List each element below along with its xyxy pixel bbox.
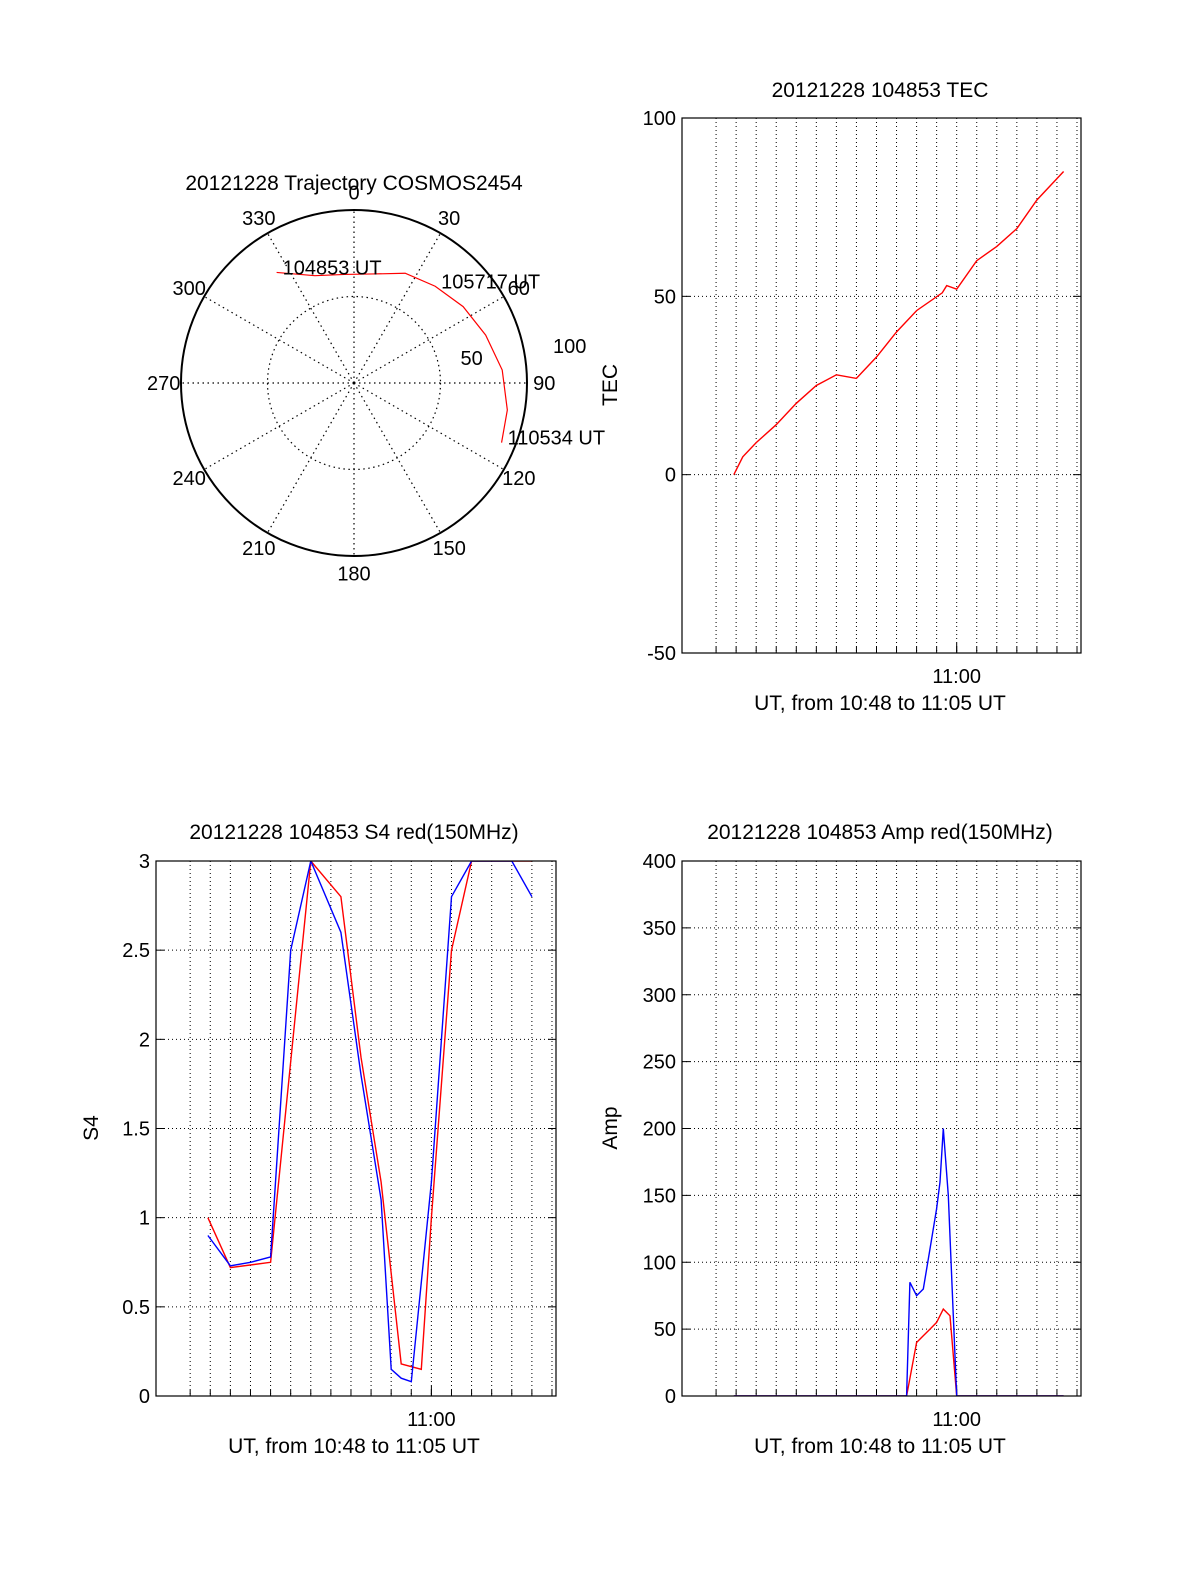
amp-series-line (733, 1128, 1064, 1396)
polar-angle-label: 240 (173, 468, 206, 490)
polar-spoke (353, 382, 505, 471)
polar-outer-ring (180, 209, 528, 557)
s4-y-tick-label: 0 (139, 1386, 150, 1408)
tec-series-line (733, 171, 1065, 476)
s4-title: 20121228 104853 S4 red(150MHz) (189, 821, 518, 844)
amp-y-tick-label: 0 (665, 1386, 676, 1408)
polar-spoke (353, 232, 442, 384)
amp-y-tick-label: 100 (643, 1252, 676, 1274)
tec-y-tick-label: 50 (654, 286, 676, 308)
tec-title: 20121228 104853 TEC (772, 79, 989, 102)
polar-spoke (266, 232, 355, 384)
polar-angle-label: 180 (337, 563, 370, 585)
s4-chart: 20121228 104853 S4 red(150MHz) UT, from … (80, 821, 557, 1458)
polar-title: 20121228 Trajectory COSMOS2454 (185, 172, 523, 195)
amp-y-label: Amp (599, 1106, 622, 1149)
s4-series-line (207, 861, 533, 1383)
polar-radius-label: 100 (553, 336, 586, 358)
s4-y-tick-label: 1 (139, 1208, 150, 1230)
polar-angle-label: 0 (348, 183, 359, 205)
amp-y-tick-label: 150 (643, 1185, 676, 1207)
polar-angle-label: 30 (438, 208, 460, 230)
s4-x-label: UT, from 10:48 to 11:05 UT (228, 1435, 480, 1458)
s4-y-label: S4 (80, 1115, 103, 1141)
amp-y-tick-label: 350 (643, 918, 676, 940)
tec-y-tick-label: -50 (647, 643, 676, 665)
amp-x-tick-label: 11:00 (932, 1409, 981, 1431)
s4-x-tick-label: 11:00 (407, 1409, 456, 1431)
polar-angle-label: 330 (242, 208, 275, 230)
polar-spoke (203, 295, 355, 384)
amp-series-line (733, 1307, 1064, 1396)
polar-time-annotation: 104853 UT (283, 257, 382, 279)
polar-spoke (203, 382, 355, 471)
polar-angle-label: 150 (432, 538, 465, 560)
amp-y-tick-label: 250 (643, 1052, 676, 1074)
s4-series-line (207, 861, 532, 1371)
polar-angle-label: 90 (533, 373, 555, 395)
amp-y-tick-label: 300 (643, 985, 676, 1007)
tec-chart: 20121228 104853 TEC UT, from 10:48 to 11… (599, 79, 1082, 715)
s4-y-tick-label: 3 (139, 851, 150, 873)
polar-trajectory-line (276, 271, 508, 443)
polar-time-annotation: 110534 UT (508, 428, 605, 450)
polar-angle-label: 210 (242, 538, 275, 560)
tec-y-tick-label: 100 (643, 108, 676, 130)
polar-radius-label: 50 (461, 348, 483, 370)
tec-x-tick-label: 11:00 (932, 666, 981, 688)
amp-x-label: UT, from 10:48 to 11:05 UT (754, 1435, 1006, 1458)
tec-y-tick-label: 0 (665, 465, 676, 487)
polar-spoke (353, 382, 442, 534)
polar-angle-label: 120 (502, 468, 535, 490)
amp-title: 20121228 104853 Amp red(150MHz) (707, 821, 1053, 844)
polar-time-annotation: 105717 UT (441, 271, 540, 293)
amp-y-tick-label: 50 (654, 1319, 676, 1341)
polar-angle-label: 60 (508, 278, 530, 300)
amp-plot-frame (681, 860, 1082, 1397)
polar-spoke (266, 382, 355, 534)
trajectory-polar-plot: 20121228 Trajectory COSMOS2454 0 30 60 90 12… (147, 172, 605, 585)
s4-y-tick-label: 1.5 (122, 1119, 150, 1141)
s4-plot-frame (155, 860, 557, 1397)
polar-angle-label: 300 (173, 278, 206, 300)
amp-y-tick-label: 200 (643, 1119, 676, 1141)
amp-y-tick-label: 400 (643, 851, 676, 873)
tec-plot-frame (681, 117, 1082, 654)
amp-chart: 20121228 104853 Amp red(150MHz) UT, from… (599, 821, 1082, 1458)
tec-x-label: UT, from 10:48 to 11:05 UT (754, 692, 1006, 715)
polar-angle-label: 270 (147, 373, 180, 395)
polar-spoke (353, 295, 505, 384)
s4-y-tick-label: 2.5 (122, 940, 150, 962)
tec-y-label: TEC (599, 364, 622, 406)
s4-y-tick-label: 0.5 (122, 1297, 150, 1319)
s4-y-tick-label: 2 (139, 1029, 150, 1051)
